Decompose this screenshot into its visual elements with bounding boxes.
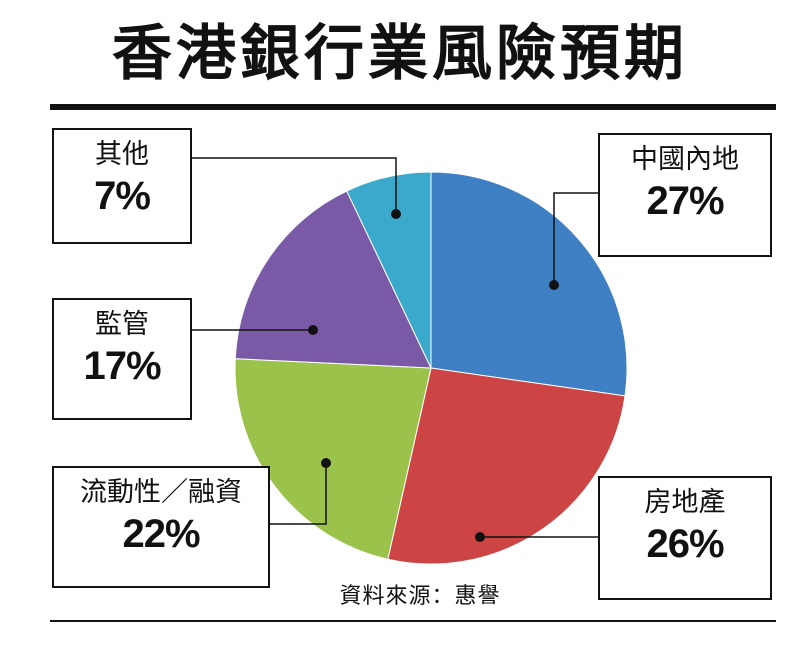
pie-slice-liquidity <box>234 358 432 560</box>
chart-title: 香港銀行業風險預期 <box>112 19 688 89</box>
slice-label-name: 房地產 <box>644 487 726 518</box>
slice-label-name: 監管 <box>95 309 149 340</box>
slice-label-value: 22% <box>122 512 200 556</box>
slice-label-name: 中國內地 <box>631 144 739 175</box>
leader-line-mainland <box>553 192 598 285</box>
pie-slice-regulation <box>234 190 432 369</box>
slice-label-value: 7% <box>94 174 151 218</box>
leader-dot-property <box>475 532 485 542</box>
leader-dot-other <box>391 209 401 219</box>
label-box-regulation: 監管 17% <box>52 298 192 420</box>
top-rule <box>50 104 776 110</box>
pie-slice-property <box>387 367 626 565</box>
pie-slice-mainland <box>430 171 628 397</box>
leader-dot-liquidity <box>321 458 331 468</box>
label-box-mainland: 中國內地 27% <box>598 133 772 257</box>
label-box-liquidity: 流動性／融資 22% <box>52 466 270 588</box>
leader-line-other <box>188 157 397 214</box>
leader-dot-mainland <box>549 280 559 290</box>
source-note: 資料來源：惠譽 <box>339 584 501 609</box>
bottom-rule <box>50 620 776 622</box>
slice-label-name: 流動性／融資 <box>80 477 242 508</box>
pie-slice-other <box>346 171 432 369</box>
leader-line-liquidity <box>266 463 327 525</box>
slice-label-value: 17% <box>83 344 161 388</box>
label-box-property: 房地產 26% <box>598 476 772 600</box>
slice-label-value: 27% <box>646 179 724 223</box>
slice-label-value: 26% <box>646 522 724 566</box>
label-box-other: 其他 7% <box>52 128 192 244</box>
slice-label-name: 其他 <box>95 139 149 170</box>
leader-dot-regulation <box>308 325 318 335</box>
